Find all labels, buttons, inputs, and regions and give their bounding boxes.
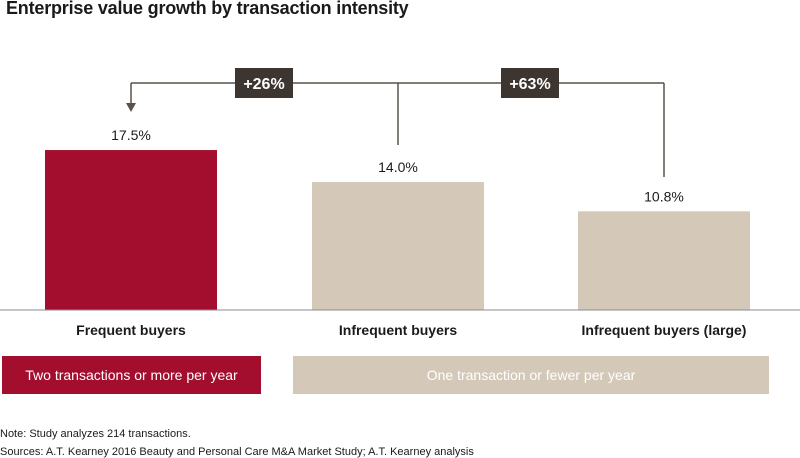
bar-2 <box>312 182 484 310</box>
legend-infrequent-label: One transaction or fewer per year <box>426 367 636 383</box>
legend-frequent: Two transactions or more per year <box>2 356 261 394</box>
category-label-2: Infrequent buyers <box>339 322 457 338</box>
bar-3 <box>578 211 750 310</box>
value-label-2: 14.0% <box>378 159 418 175</box>
growth-annotation-label-1: +26% <box>243 76 284 93</box>
value-label-1: 17.5% <box>111 127 151 143</box>
sources-note: Sources: A.T. Kearney 2016 Beauty and Pe… <box>0 446 474 458</box>
growth-annotation-box-1 <box>235 68 293 98</box>
bar-chart: 17.5% Frequent buyers 14.0% Infrequent buye… <box>0 68 800 338</box>
growth-annotation-label-2: +63% <box>509 76 550 93</box>
footnote: Note: Study analyzes 214 transactions. <box>0 428 191 440</box>
legend-infrequent: One transaction or fewer per year <box>293 356 769 394</box>
category-label-1: Frequent buyers <box>76 322 186 338</box>
category-label-3: Infrequent buyers (large) <box>582 322 747 338</box>
value-label-3: 10.8% <box>644 188 684 204</box>
chart-title: Enterprise value growth by transaction i… <box>6 0 409 18</box>
growth-annotation-box-2 <box>501 68 559 98</box>
legend-frequent-label: Two transactions or more per year <box>25 367 238 383</box>
bar-1 <box>45 150 217 310</box>
connector-arrowhead <box>126 103 136 112</box>
